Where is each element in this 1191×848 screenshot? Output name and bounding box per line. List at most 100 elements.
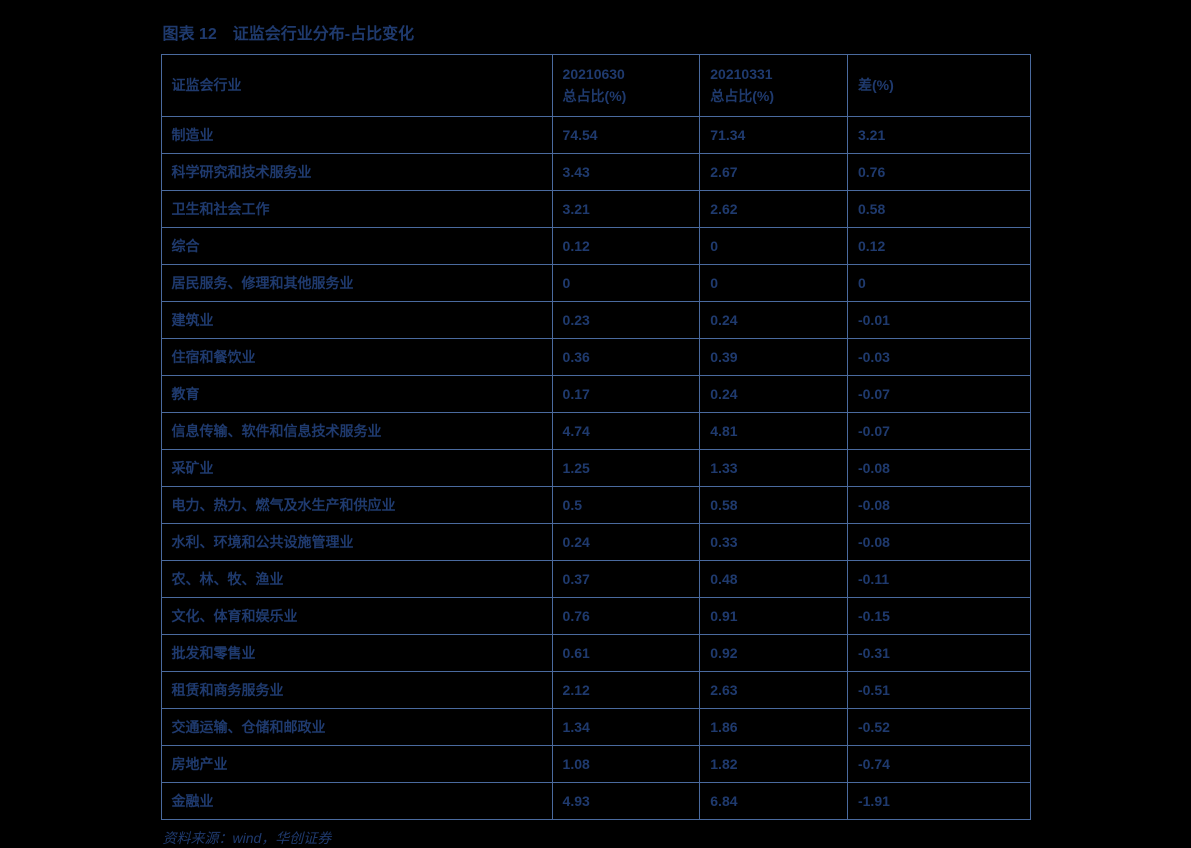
cell-v1: 0.12 bbox=[552, 227, 700, 264]
table-row: 住宿和餐饮业0.360.39-0.03 bbox=[161, 338, 1030, 375]
cell-industry: 居民服务、修理和其他服务业 bbox=[161, 264, 552, 301]
cell-v1: 0.76 bbox=[552, 597, 700, 634]
cell-industry: 制造业 bbox=[161, 116, 552, 153]
cell-v1: 0.23 bbox=[552, 301, 700, 338]
cell-v2: 1.82 bbox=[700, 745, 848, 782]
cell-v1: 0.36 bbox=[552, 338, 700, 375]
cell-v2: 0.39 bbox=[700, 338, 848, 375]
table-row: 房地产业1.081.82-0.74 bbox=[161, 745, 1030, 782]
table-row: 综合0.1200.12 bbox=[161, 227, 1030, 264]
cell-v1: 0 bbox=[552, 264, 700, 301]
table-row: 采矿业1.251.33-0.08 bbox=[161, 449, 1030, 486]
cell-v2: 0.48 bbox=[700, 560, 848, 597]
table-row: 居民服务、修理和其他服务业000 bbox=[161, 264, 1030, 301]
cell-v2: 1.33 bbox=[700, 449, 848, 486]
cell-industry: 住宿和餐饮业 bbox=[161, 338, 552, 375]
cell-v1: 4.74 bbox=[552, 412, 700, 449]
cell-v2: 0.58 bbox=[700, 486, 848, 523]
cell-diff: -0.03 bbox=[847, 338, 1030, 375]
table-row: 电力、热力、燃气及水生产和供应业0.50.58-0.08 bbox=[161, 486, 1030, 523]
cell-diff: -0.08 bbox=[847, 449, 1030, 486]
table-row: 批发和零售业0.610.92-0.31 bbox=[161, 634, 1030, 671]
header-diff: 差(%) bbox=[847, 55, 1030, 117]
cell-diff: -0.08 bbox=[847, 486, 1030, 523]
cell-v1: 0.24 bbox=[552, 523, 700, 560]
cell-diff: -0.74 bbox=[847, 745, 1030, 782]
cell-diff: 3.21 bbox=[847, 116, 1030, 153]
cell-industry: 教育 bbox=[161, 375, 552, 412]
table-row: 卫生和社会工作3.212.620.58 bbox=[161, 190, 1030, 227]
cell-v1: 0.5 bbox=[552, 486, 700, 523]
cell-industry: 信息传输、软件和信息技术服务业 bbox=[161, 412, 552, 449]
cell-diff: -0.01 bbox=[847, 301, 1030, 338]
cell-v2: 71.34 bbox=[700, 116, 848, 153]
cell-v1: 1.34 bbox=[552, 708, 700, 745]
header-industry: 证监会行业 bbox=[161, 55, 552, 117]
cell-v1: 0.37 bbox=[552, 560, 700, 597]
table-title: 图表 12 证监会行业分布-占比变化 bbox=[161, 20, 1031, 44]
cell-industry: 批发和零售业 bbox=[161, 634, 552, 671]
table-row: 农、林、牧、渔业0.370.48-0.11 bbox=[161, 560, 1030, 597]
cell-v2: 2.67 bbox=[700, 153, 848, 190]
cell-v1: 1.25 bbox=[552, 449, 700, 486]
cell-v2: 4.81 bbox=[700, 412, 848, 449]
table-row: 水利、环境和公共设施管理业0.240.33-0.08 bbox=[161, 523, 1030, 560]
cell-industry: 房地产业 bbox=[161, 745, 552, 782]
table-header-row: 证监会行业 20210630 总占比(%) 20210331 总占比(%) 差(… bbox=[161, 55, 1030, 117]
cell-v2: 2.63 bbox=[700, 671, 848, 708]
cell-v2: 0.24 bbox=[700, 301, 848, 338]
cell-v1: 3.43 bbox=[552, 153, 700, 190]
cell-v1: 0.17 bbox=[552, 375, 700, 412]
cell-v1: 1.08 bbox=[552, 745, 700, 782]
cell-v1: 3.21 bbox=[552, 190, 700, 227]
table-row: 信息传输、软件和信息技术服务业4.744.81-0.07 bbox=[161, 412, 1030, 449]
cell-industry: 金融业 bbox=[161, 782, 552, 819]
cell-diff: 0 bbox=[847, 264, 1030, 301]
cell-industry: 水利、环境和公共设施管理业 bbox=[161, 523, 552, 560]
cell-diff: -0.07 bbox=[847, 375, 1030, 412]
table-row: 文化、体育和娱乐业0.760.91-0.15 bbox=[161, 597, 1030, 634]
header-20210630: 20210630 总占比(%) bbox=[552, 55, 700, 117]
cell-v2: 6.84 bbox=[700, 782, 848, 819]
cell-v2: 0.92 bbox=[700, 634, 848, 671]
cell-diff: -0.15 bbox=[847, 597, 1030, 634]
cell-v2: 0 bbox=[700, 264, 848, 301]
cell-industry: 租赁和商务服务业 bbox=[161, 671, 552, 708]
cell-diff: 0.76 bbox=[847, 153, 1030, 190]
table-row: 科学研究和技术服务业3.432.670.76 bbox=[161, 153, 1030, 190]
cell-v1: 4.93 bbox=[552, 782, 700, 819]
table-row: 建筑业0.230.24-0.01 bbox=[161, 301, 1030, 338]
table-body: 制造业74.5471.343.21科学研究和技术服务业3.432.670.76卫… bbox=[161, 116, 1030, 819]
cell-v2: 0 bbox=[700, 227, 848, 264]
cell-industry: 农、林、牧、渔业 bbox=[161, 560, 552, 597]
cell-diff: -1.91 bbox=[847, 782, 1030, 819]
table-row: 交通运输、仓储和邮政业1.341.86-0.52 bbox=[161, 708, 1030, 745]
table-container: 图表 12 证监会行业分布-占比变化 证监会行业 20210630 总占比(%)… bbox=[161, 20, 1031, 848]
industry-table: 证监会行业 20210630 总占比(%) 20210331 总占比(%) 差(… bbox=[161, 54, 1031, 820]
source-citation: 资料来源：wind，华创证券 bbox=[161, 828, 1031, 848]
cell-v2: 0.91 bbox=[700, 597, 848, 634]
cell-diff: -0.07 bbox=[847, 412, 1030, 449]
cell-industry: 综合 bbox=[161, 227, 552, 264]
cell-industry: 电力、热力、燃气及水生产和供应业 bbox=[161, 486, 552, 523]
cell-diff: -0.08 bbox=[847, 523, 1030, 560]
cell-industry: 交通运输、仓储和邮政业 bbox=[161, 708, 552, 745]
cell-industry: 科学研究和技术服务业 bbox=[161, 153, 552, 190]
header-20210331: 20210331 总占比(%) bbox=[700, 55, 848, 117]
cell-v1: 2.12 bbox=[552, 671, 700, 708]
cell-diff: -0.51 bbox=[847, 671, 1030, 708]
cell-v2: 2.62 bbox=[700, 190, 848, 227]
cell-industry: 卫生和社会工作 bbox=[161, 190, 552, 227]
table-row: 金融业4.936.84-1.91 bbox=[161, 782, 1030, 819]
table-row: 制造业74.5471.343.21 bbox=[161, 116, 1030, 153]
cell-industry: 文化、体育和娱乐业 bbox=[161, 597, 552, 634]
cell-industry: 采矿业 bbox=[161, 449, 552, 486]
cell-v1: 74.54 bbox=[552, 116, 700, 153]
table-row: 教育0.170.24-0.07 bbox=[161, 375, 1030, 412]
cell-diff: -0.52 bbox=[847, 708, 1030, 745]
cell-diff: -0.11 bbox=[847, 560, 1030, 597]
cell-v2: 1.86 bbox=[700, 708, 848, 745]
table-row: 租赁和商务服务业2.122.63-0.51 bbox=[161, 671, 1030, 708]
cell-v2: 0.24 bbox=[700, 375, 848, 412]
cell-v1: 0.61 bbox=[552, 634, 700, 671]
